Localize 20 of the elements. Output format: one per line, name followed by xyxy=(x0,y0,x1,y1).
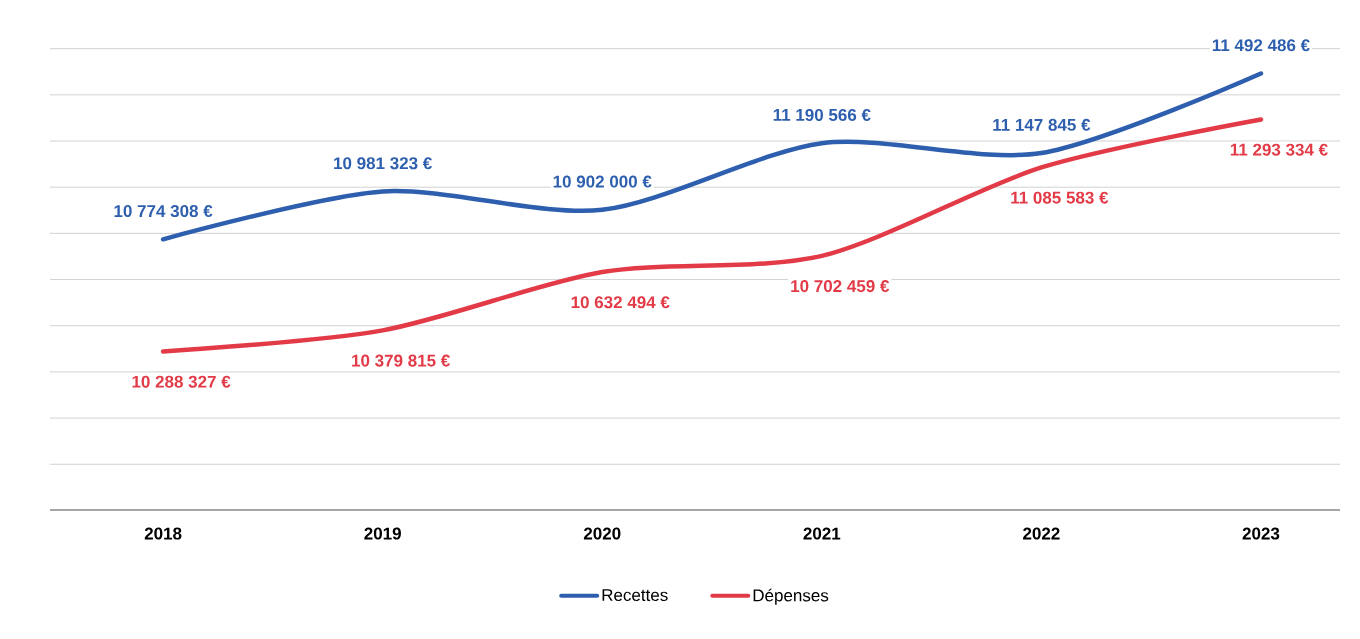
data-label: 11 492 486 € xyxy=(1212,39,1310,52)
data-label: 10 379 815 € xyxy=(352,354,450,367)
data-label: 11 190 566 € xyxy=(773,108,871,121)
data-label: 10 981 323 € xyxy=(334,157,432,170)
data-label: 11 147 845 € xyxy=(993,118,1091,131)
legend-label: Recettes xyxy=(602,589,668,602)
x-tick-label: 2023 xyxy=(1242,527,1280,540)
data-label: 10 632 494 € xyxy=(571,296,670,309)
data-label: 11 293 334 € xyxy=(1230,143,1328,156)
legend-label: Dépenses xyxy=(753,588,829,605)
x-tick-label: 2022 xyxy=(1023,527,1060,540)
data-label: 10 902 000 € xyxy=(553,175,652,188)
x-tick-label: 2020 xyxy=(583,527,621,540)
x-tick-label: 2018 xyxy=(144,527,182,540)
data-label: 11 085 583 € xyxy=(1011,191,1109,204)
x-tick-label: 2019 xyxy=(364,527,401,540)
data-label: 10 774 308 € xyxy=(114,205,213,218)
data-label: 10 288 327 € xyxy=(132,375,231,388)
x-tick-label: 2021 xyxy=(803,527,841,540)
data-label: 10 702 459 € xyxy=(791,280,890,293)
